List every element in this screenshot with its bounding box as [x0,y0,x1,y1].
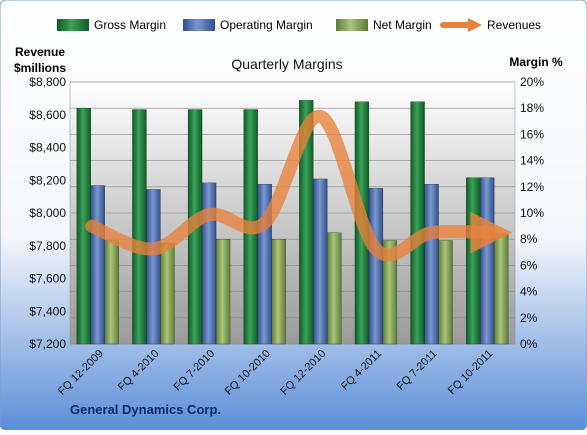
bar-operating-margin [424,184,439,345]
left-tick-label: $7,200 [29,337,66,351]
left-axis-title-line2: $millions [14,61,66,75]
left-tick-label: $8,200 [29,173,66,187]
bar-net-margin [215,239,231,345]
bar-net-margin [438,240,453,345]
bar-net-margin [494,233,509,345]
left-tick-label: $8,600 [29,108,66,122]
right-tick-label: 4% [520,285,538,299]
bar-net-margin [327,232,342,345]
bar-operating-margin [480,177,495,345]
left-tick-label: $8,000 [29,206,66,220]
bar-operating-margin [90,185,105,345]
right-tick-label: 6% [520,258,538,272]
revenue-line-group [85,109,512,262]
legend-arrow-revenues [468,18,482,32]
bar-operating-margin [368,187,384,345]
right-tick-label: 16% [520,127,544,141]
bar-gross-margin [466,177,481,345]
legend: Gross Margin Operating Margin Net Margin… [57,18,541,32]
legend-label-operating-margin: Operating Margin [220,18,313,32]
bar-net-margin [104,240,119,345]
right-tick-label: 12% [520,180,544,194]
right-tick-label: 0% [520,337,538,351]
bar-operating-margin [146,189,161,345]
right-tick-label: 14% [520,154,544,168]
revenue-line [85,109,512,262]
right-axis-title: Margin % [509,55,563,69]
left-tick-label: $8,800 [29,75,66,89]
legend-swatch-operating-margin [183,19,215,31]
legend-swatch-gross-margin [57,19,89,31]
legend-label-net-margin: Net Margin [373,18,432,32]
left-axis: $7,200 $7,400 $7,600 $7,800 $8,000 $8,200 $8,4… [29,75,66,351]
legend-swatch-net-margin [336,19,368,31]
right-tick-label: 20% [520,75,544,89]
right-axis: 0% 2% 4% 6% 8% 10% 12% 14% 16% 18% 20% [520,75,544,351]
left-tick-label: $7,600 [29,272,66,286]
bar-gross-margin [410,101,425,345]
left-axis-title-line1: Revenue [15,45,65,59]
left-tick-label: $7,400 [29,304,66,318]
right-tick-label: 2% [520,311,538,325]
chart-title: Quarterly Margins [231,56,342,72]
legend-label-revenues: Revenues [487,18,541,32]
bar-net-margin [382,240,398,345]
bar-operating-margin [201,182,217,345]
footer-company: General Dynamics Corp. [70,402,221,417]
bar-operating-margin [313,178,328,345]
bar-net-margin [271,239,286,345]
legend-label-gross-margin: Gross Margin [94,18,166,32]
left-tick-label: $7,800 [29,239,66,253]
left-tick-label: $8,400 [29,141,66,155]
bar-gross-margin [132,109,147,345]
right-tick-label: 8% [520,232,538,246]
right-tick-label: 18% [520,101,544,115]
right-tick-label: 10% [520,206,544,220]
bar-net-margin [160,242,175,345]
